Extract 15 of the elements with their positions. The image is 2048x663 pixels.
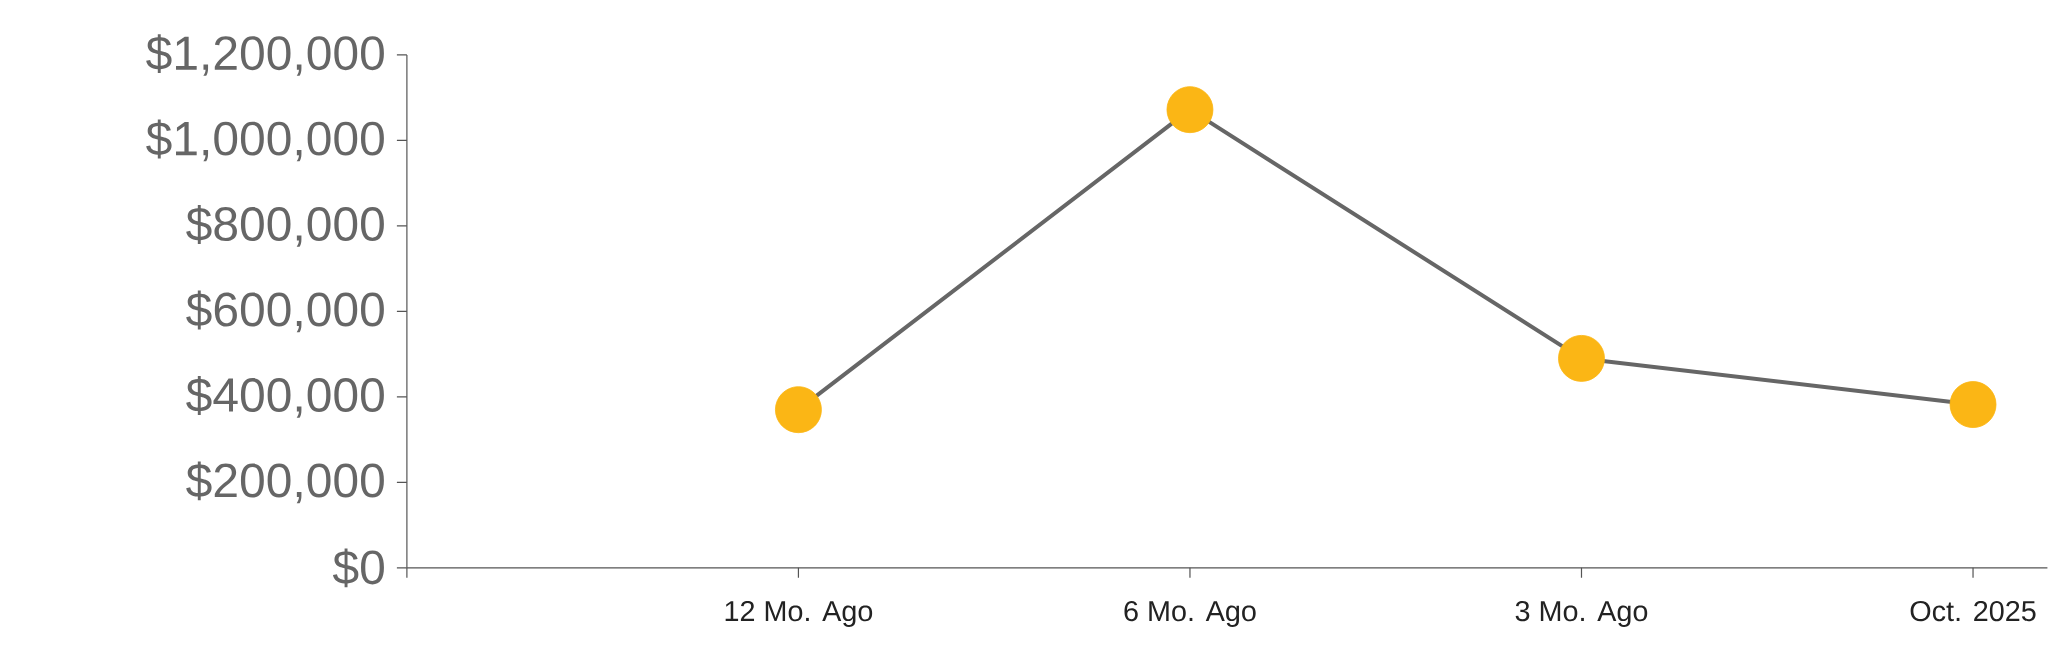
x-tick-label: 3 Mo. Ago — [1515, 600, 1648, 628]
point — [1949, 381, 1997, 429]
point — [775, 386, 822, 434]
y-tick-label: $400,000 — [186, 376, 384, 418]
point — [1558, 335, 1605, 382]
y-tick-label: $1,200,000 — [146, 34, 384, 76]
y-tick-label: $800,000 — [186, 205, 384, 247]
y-tick-label: $600,000 — [186, 290, 384, 333]
y-tick-label: $200,000 — [186, 461, 384, 504]
x-tick-label: 6 Mo. Ago — [1124, 600, 1256, 628]
point — [1166, 86, 1214, 134]
x-tick-label: 12 Mo. Ago — [725, 600, 873, 628]
y-tick-label: $1,000,000 — [146, 119, 384, 162]
y-tick-label: $0 — [332, 548, 384, 588]
x-tick-label: Oct. 2025 — [1910, 600, 2036, 622]
